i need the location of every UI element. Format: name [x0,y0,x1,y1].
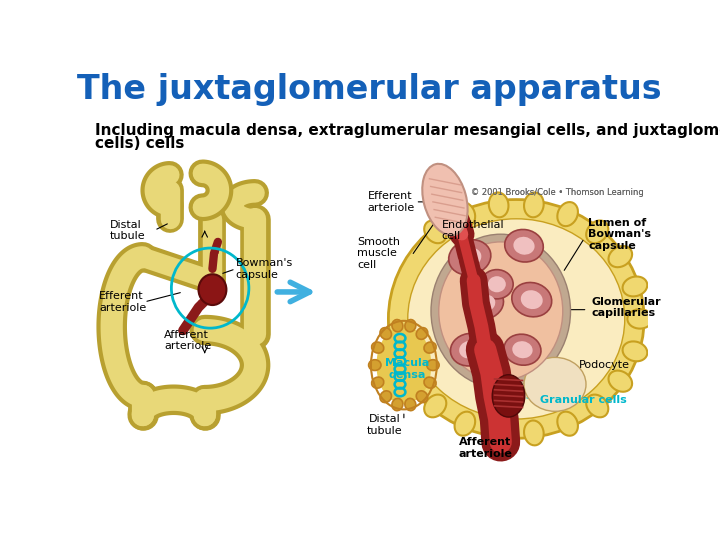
Text: Smooth
muscle
cell: Smooth muscle cell [357,237,400,270]
Ellipse shape [372,342,384,353]
Ellipse shape [369,360,381,370]
Ellipse shape [438,242,563,381]
Text: Efferent
arteriole: Efferent arteriole [367,191,415,213]
Ellipse shape [427,360,439,370]
Ellipse shape [489,421,508,446]
Text: Granular cells: Granular cells [539,395,626,405]
Ellipse shape [380,391,392,403]
Ellipse shape [504,334,541,365]
Ellipse shape [492,375,525,417]
Ellipse shape [524,421,544,446]
Ellipse shape [489,192,508,217]
Ellipse shape [424,342,436,353]
Text: Efferent
arteriole: Efferent arteriole [99,291,147,313]
Ellipse shape [449,240,491,275]
Ellipse shape [557,411,578,436]
Text: Glomerular
capillaries: Glomerular capillaries [591,296,661,318]
Ellipse shape [405,320,416,332]
Ellipse shape [521,290,543,309]
Ellipse shape [467,288,503,319]
Ellipse shape [388,200,644,438]
Ellipse shape [454,202,475,226]
Text: The juxtaglomerular apparatus: The juxtaglomerular apparatus [77,73,661,106]
Ellipse shape [422,164,467,235]
Ellipse shape [424,395,446,417]
Text: Endothelial
cell: Endothelial cell [442,220,505,241]
Ellipse shape [608,246,632,267]
Text: Afferent
arteriole: Afferent arteriole [459,437,512,459]
Text: Podocyte: Podocyte [579,360,630,370]
Text: Macula
densa: Macula densa [385,358,429,380]
Ellipse shape [377,326,431,404]
Ellipse shape [480,269,513,299]
Ellipse shape [451,333,489,366]
Ellipse shape [524,192,544,217]
Ellipse shape [392,399,403,410]
Ellipse shape [513,237,535,255]
Ellipse shape [424,220,446,243]
Ellipse shape [475,295,495,312]
Ellipse shape [586,220,608,243]
Ellipse shape [623,341,647,361]
Ellipse shape [623,276,647,296]
Text: cells) cells: cells) cells [94,137,184,151]
Text: © 2001 Brooks/Cole • Thomson Learning: © 2001 Brooks/Cole • Thomson Learning [471,188,644,197]
Ellipse shape [512,341,533,358]
Ellipse shape [424,377,436,388]
Text: Bowman's
capsule: Bowman's capsule [235,258,293,280]
Ellipse shape [380,328,392,339]
Ellipse shape [431,234,570,388]
Ellipse shape [627,309,652,329]
Ellipse shape [454,411,475,436]
Ellipse shape [512,282,552,317]
Ellipse shape [199,274,226,305]
Ellipse shape [459,341,480,359]
Ellipse shape [408,219,625,419]
Ellipse shape [505,230,544,262]
Text: Lumen of
Bowman's
capsule: Lumen of Bowman's capsule [588,218,652,251]
Ellipse shape [488,276,506,292]
Text: Distal
tubule: Distal tubule [110,220,145,241]
Text: Distal
tubule: Distal tubule [366,414,402,436]
Text: © 2001 Brooks/Cole • Thomson Learning: © 2001 Brooks/Cole • Thomson Learning [471,188,644,197]
Ellipse shape [416,391,428,403]
Text: Afferent
arteriole: Afferent arteriole [164,329,212,351]
Ellipse shape [608,370,632,392]
Ellipse shape [458,248,482,267]
Ellipse shape [372,377,384,388]
Text: Including macula densa, extraglumerular mesangial cells, and juxtaglomerular (gr: Including macula densa, extraglumerular … [94,123,720,138]
Ellipse shape [557,202,578,226]
Ellipse shape [405,399,416,410]
Ellipse shape [392,320,403,332]
FancyArrowPatch shape [277,282,310,302]
Ellipse shape [524,357,586,411]
Ellipse shape [416,328,428,339]
Ellipse shape [586,395,608,417]
